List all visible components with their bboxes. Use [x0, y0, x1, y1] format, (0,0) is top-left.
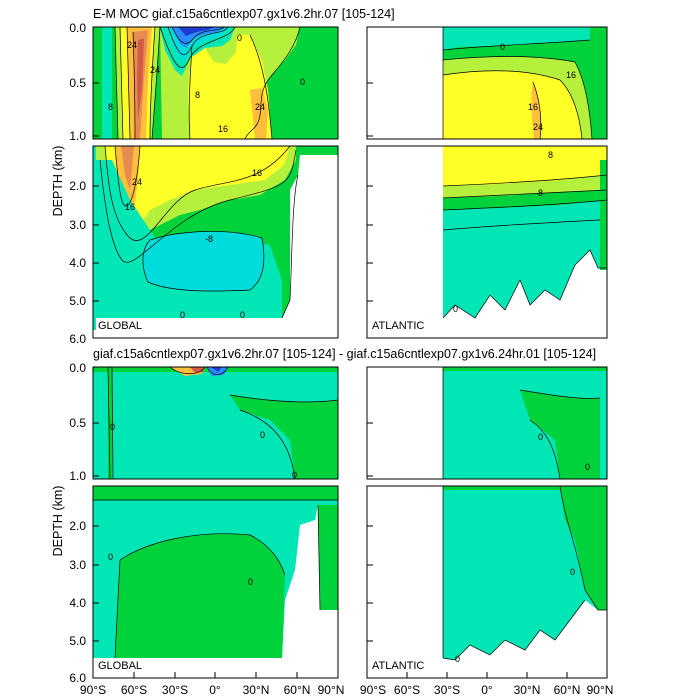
diff-atlantic-upper-field	[367, 367, 607, 479]
y-axis-title: DEPTH (km)	[51, 146, 65, 217]
contour-label: 16	[218, 124, 228, 134]
atlantic-lower-contours	[442, 174, 607, 319]
global-lower-frame	[92, 145, 339, 339]
x-tick-label: 30°S	[162, 683, 188, 697]
x-tick-labels: 90°S 60°S 30°S 0° 30°N 60°N 90°N 90°S 60…	[80, 683, 613, 697]
y-tick-label: 4.0	[69, 256, 86, 270]
y-tick-label: 4.0	[69, 596, 86, 610]
y-tick-label: 0.5	[69, 76, 86, 90]
y-tick-label: 2.0	[69, 519, 86, 533]
x-tick-label: 0°	[209, 683, 221, 697]
tick-marks	[92, 26, 608, 678]
contour-label: 0	[538, 432, 543, 442]
atlantic-lower-contour-labels: 8 8 0	[453, 150, 553, 314]
contour-label: 8	[195, 90, 200, 100]
figure-title: E-M MOC giaf.c15a6cntlexp07.gx1v6.2hr.07…	[93, 7, 395, 21]
y-tick-label: 1.0	[69, 129, 86, 143]
x-tick-label: 30°N	[243, 683, 270, 697]
atlantic-lower-field	[367, 146, 607, 338]
region-label-atlantic: ATLANTIC	[372, 660, 424, 672]
region-label-atlantic: ATLANTIC	[372, 320, 424, 332]
diff-atlantic-lower-field	[367, 486, 607, 678]
contour-label: 0	[570, 567, 575, 577]
y-tick-label: 2.0	[69, 179, 86, 193]
contour-label: 16	[252, 168, 262, 178]
contour-label: 16	[566, 70, 576, 80]
x-tick-label: 60°N	[284, 683, 311, 697]
diff-atlantic-lower-contour-labels: 0 0	[455, 567, 575, 664]
contour-label: 0	[585, 462, 590, 472]
contour-label: 24	[255, 102, 265, 112]
contour-label: 24	[132, 177, 142, 187]
contour-label: 0	[455, 654, 460, 664]
diff-global-upper-contours	[107, 367, 338, 479]
contour-label: 8	[548, 150, 553, 160]
diff-global-lower-contour-labels: 0 0	[108, 552, 253, 587]
x-tick-label: 90°S	[80, 683, 106, 697]
y-tick-label: 5.0	[69, 294, 86, 308]
atlantic-lower-frame	[366, 145, 608, 339]
global-upper-contour-labels: 24 24 8 8 16 24 0 0	[108, 33, 305, 134]
region-labels: GLOBAL ATLANTIC GLOBAL ATLANTIC	[98, 320, 424, 672]
region-label-global: GLOBAL	[98, 320, 142, 332]
diff-global-upper-field	[93, 367, 338, 479]
y-tick-label: 0.0	[69, 361, 86, 375]
y-tick-label: 0.5	[69, 416, 86, 430]
x-tick-label: 30°S	[434, 683, 460, 697]
contour-label: 16	[125, 202, 135, 212]
atlantic-upper-contours	[442, 27, 593, 139]
contour-label: 24	[533, 122, 543, 132]
contour-label: 0	[237, 33, 242, 43]
contour-label: 8	[538, 188, 543, 198]
contour-label: 24	[150, 65, 160, 75]
contour-label: 8	[108, 102, 113, 112]
y-tick-label: 6.0	[69, 332, 86, 346]
atlantic-upper-field	[367, 27, 607, 139]
x-tick-label: 90°N	[587, 683, 614, 697]
diff-atlantic-lower-contours	[442, 486, 607, 661]
global-upper-contours	[114, 27, 301, 139]
diff-global-upper-contour-labels: 0 0 0	[110, 422, 297, 480]
diff-atlantic-upper-contour-labels: 0 0	[538, 432, 590, 472]
y-tick-label: 3.0	[69, 218, 86, 232]
contour-label: 0	[180, 310, 185, 320]
contour-label: 16	[528, 102, 538, 112]
contour-label: 24	[127, 40, 137, 50]
difference-title: giaf.c15a6cntlexp07.gx1v6.2hr.07 [105-12…	[93, 347, 596, 361]
y-tick-label: 0.0	[69, 21, 86, 35]
x-tick-label: 0°	[481, 683, 493, 697]
x-tick-label: 90°S	[360, 683, 386, 697]
contour-label: 0	[292, 470, 297, 480]
global-upper-field	[93, 27, 338, 139]
y-tick-label: 5.0	[69, 634, 86, 648]
y-axis-title: DEPTH (km)	[51, 486, 65, 557]
global-lower-contour-labels: 24 16 -8 16 0 0	[125, 168, 262, 320]
x-tick-label: 30°N	[514, 683, 541, 697]
contour-label: -8	[205, 234, 213, 244]
region-label-global: GLOBAL	[98, 660, 142, 672]
x-tick-label: 60°S	[394, 683, 420, 697]
y-tick-labels: 0.0 0.5 1.0 2.0 3.0 4.0 5.0 6.0 0.0 0.5 …	[69, 21, 86, 685]
global-lower-contours	[99, 146, 299, 319]
contour-label: 0	[248, 577, 253, 587]
diff-atlantic-upper-contours	[442, 367, 601, 479]
x-tick-label: 90°N	[318, 683, 345, 697]
contour-label: 0	[260, 430, 265, 440]
contour-label: 0	[300, 77, 305, 87]
x-tick-label: 60°S	[121, 683, 147, 697]
contour-label: 0	[500, 42, 505, 52]
x-tick-label: 60°N	[554, 683, 581, 697]
atlantic-upper-contour-labels: 16 24 16 0	[500, 42, 576, 132]
contour-label: 0	[240, 310, 245, 320]
contour-label: 0	[108, 552, 113, 562]
diff-global-lower-contours	[93, 499, 338, 659]
diff-global-lower-field	[93, 486, 338, 678]
y-tick-label: 3.0	[69, 558, 86, 572]
contour-label: 0	[453, 304, 458, 314]
contour-label: 0	[110, 422, 115, 432]
y-tick-label: 1.0	[69, 469, 86, 483]
global-lower-field	[93, 146, 338, 338]
y-tick-label: 6.0	[69, 671, 86, 685]
